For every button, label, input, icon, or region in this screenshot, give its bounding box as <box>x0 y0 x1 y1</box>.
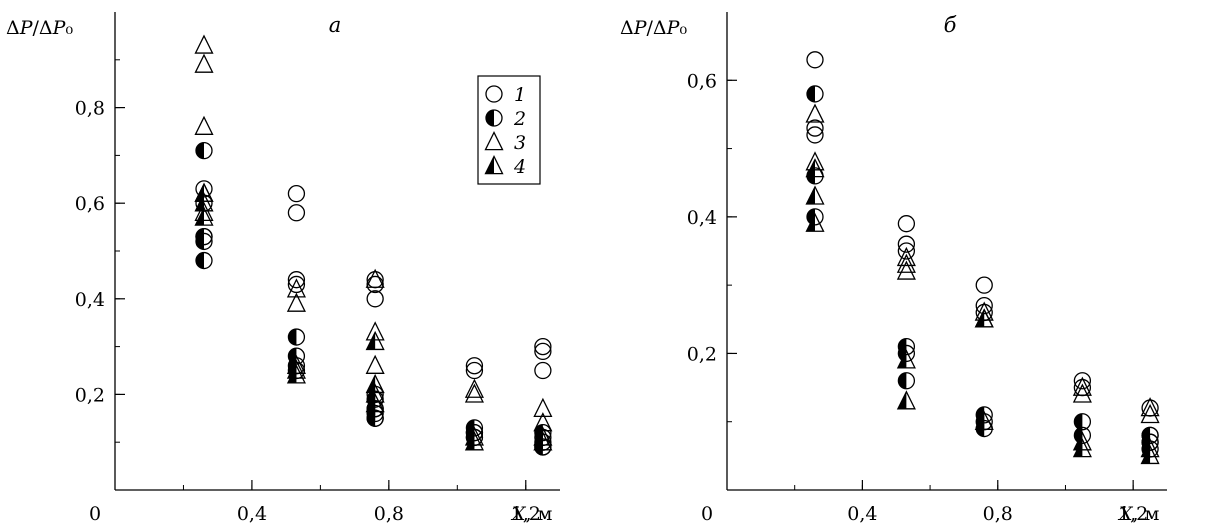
data-point <box>365 330 385 351</box>
data-point <box>534 342 552 361</box>
data-point <box>366 275 384 294</box>
legend-marker <box>484 131 504 151</box>
data-point <box>533 397 553 417</box>
data-point <box>805 103 825 123</box>
data-point <box>805 185 825 205</box>
data-point <box>194 34 214 54</box>
data-point <box>534 337 552 356</box>
legend-label: 2 <box>513 108 526 130</box>
series-triangle-open <box>805 103 1160 424</box>
y-tick-label: 0,4 <box>75 289 105 311</box>
legend-label: 4 <box>513 156 526 178</box>
data-point <box>974 410 994 430</box>
data-point <box>897 215 916 233</box>
data-point <box>897 372 916 390</box>
data-point <box>1073 372 1092 390</box>
y-tick-label: 0,6 <box>687 70 717 92</box>
x-tick-label: 1,2 <box>511 503 541 525</box>
data-point <box>194 206 214 226</box>
data-point <box>194 53 214 73</box>
series-triangle-half <box>194 182 553 451</box>
data-point <box>287 275 306 294</box>
data-point <box>366 290 384 308</box>
data-point <box>464 378 484 398</box>
origin-label: 0 <box>701 503 713 525</box>
y-tick-label: 0,6 <box>75 193 105 215</box>
x-tick-label: 0,8 <box>374 503 404 525</box>
legend-box <box>477 75 541 185</box>
data-point <box>805 212 825 232</box>
x-tick-label: 0,4 <box>237 503 267 525</box>
legend-marker <box>485 85 503 103</box>
x-tick-label: 0,4 <box>847 503 877 525</box>
y-axis-label: ΔP/ΔP₀ <box>620 17 687 39</box>
data-point <box>806 119 824 137</box>
data-point <box>465 361 484 380</box>
series-circle-half <box>806 85 1159 458</box>
data-point <box>896 349 916 369</box>
data-point <box>194 115 214 135</box>
x-tick-label: 0,8 <box>983 503 1013 525</box>
y-tick-label: 0,2 <box>687 343 717 365</box>
data-point <box>464 383 484 403</box>
data-point <box>533 431 553 451</box>
data-point <box>897 235 916 253</box>
data-point <box>286 278 306 298</box>
panel-b: 0,2 0,4 0,6 0,4 0,8 1,2 0 X, м ΔP/ΔP₀ б <box>620 12 1167 525</box>
y-tick-label: 0,8 <box>75 98 105 120</box>
y-tick-label: 0,2 <box>75 384 105 406</box>
data-point <box>1140 397 1160 417</box>
data-point <box>806 126 824 144</box>
data-point <box>464 431 484 451</box>
legend-label: 3 <box>514 132 526 154</box>
data-point <box>1073 378 1092 397</box>
y-axis-label: ΔP/ΔP₀ <box>6 17 73 39</box>
data-point <box>805 158 825 178</box>
data-point <box>365 268 385 288</box>
data-point <box>286 292 306 312</box>
data-point <box>287 328 306 346</box>
data-point <box>896 390 916 410</box>
series-triangle-half <box>805 158 1160 465</box>
data-point <box>195 251 213 270</box>
data-point <box>975 276 993 294</box>
data-point <box>287 271 306 289</box>
legend-label: 1 <box>514 84 526 106</box>
x-axis-label: X, м <box>1117 503 1160 525</box>
series-circle-open <box>806 51 1159 451</box>
data-point <box>365 392 385 413</box>
data-point <box>287 204 306 222</box>
legend-marker <box>484 155 504 175</box>
data-point <box>806 51 824 69</box>
panel-title: а <box>329 13 342 37</box>
y-tick-label: 0,4 <box>687 207 717 229</box>
data-point <box>806 85 824 103</box>
data-point <box>896 253 916 273</box>
data-point <box>897 242 916 260</box>
data-point <box>534 361 552 380</box>
data-point <box>465 357 484 375</box>
data-point <box>287 184 306 203</box>
data-point <box>195 232 213 251</box>
data-point <box>896 246 916 267</box>
x-tick-label: 1,2 <box>1118 503 1148 525</box>
data-point <box>195 141 213 160</box>
data-point <box>974 308 994 328</box>
data-point <box>1140 444 1160 465</box>
x-axis-label: X, м <box>510 503 553 525</box>
data-point <box>896 260 916 280</box>
data-point <box>1072 376 1092 396</box>
data-point <box>286 364 306 384</box>
panel-title: б <box>944 13 957 37</box>
legend-marker <box>485 109 503 127</box>
origin-label: 0 <box>89 503 101 525</box>
data-point <box>1072 438 1092 458</box>
data-point <box>1141 399 1159 417</box>
data-point <box>365 354 385 374</box>
data-point <box>1072 383 1092 403</box>
data-point <box>1140 403 1160 424</box>
